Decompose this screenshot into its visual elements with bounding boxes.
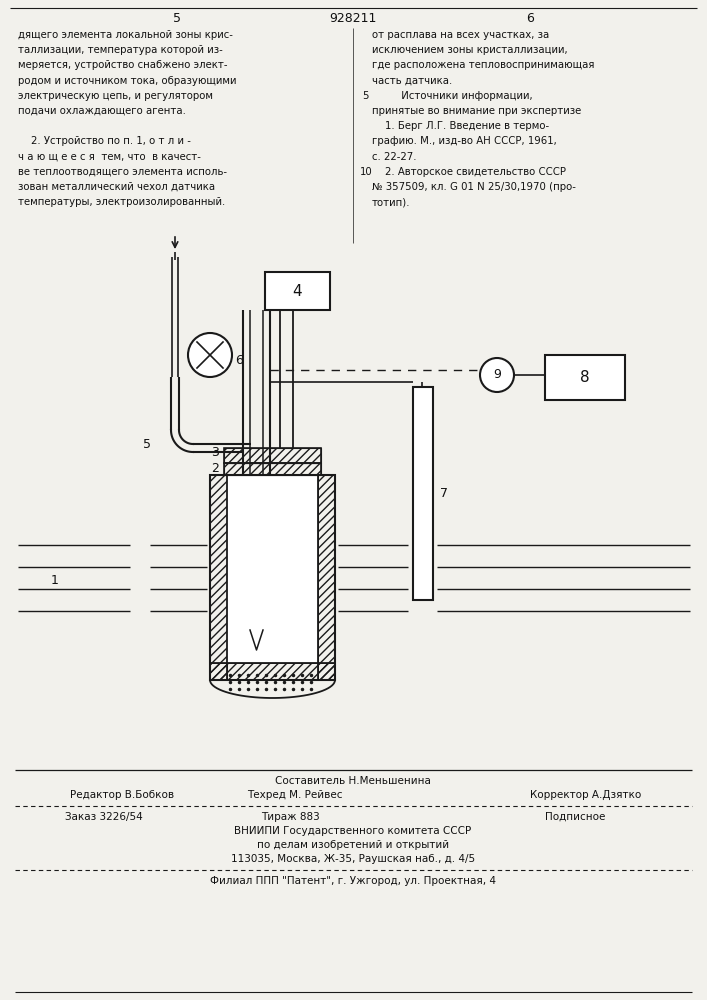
Text: 928211: 928211 [329, 11, 377, 24]
Bar [318, 475, 335, 680]
Text: по делам изобретений и открытий: по делам изобретений и открытий [257, 840, 449, 850]
Bar [224, 463, 321, 475]
Text: электрическую цепь, и регулятором: электрическую цепь, и регулятором [18, 91, 213, 101]
Text: 2. Устройство по п. 1, о т л и -: 2. Устройство по п. 1, о т л и - [18, 136, 191, 146]
Bar [210, 663, 335, 680]
Text: 1: 1 [51, 574, 59, 586]
Text: температуры, электроизолированный.: температуры, электроизолированный. [18, 197, 226, 207]
Text: 5: 5 [173, 11, 181, 24]
Text: родом и источником тока, образующими: родом и источником тока, образующими [18, 76, 237, 86]
Text: Источники информации,: Источники информации, [372, 91, 532, 101]
Text: тотип).: тотип). [372, 197, 411, 207]
Text: 3: 3 [211, 446, 219, 460]
Bar [545, 355, 625, 400]
Text: с. 22-27.: с. 22-27. [372, 152, 416, 162]
Text: подачи охлаждающего агента.: подачи охлаждающего агента. [18, 106, 186, 116]
Text: Составитель Н.Меньшенина: Составитель Н.Меньшенина [275, 776, 431, 786]
Text: 7: 7 [440, 487, 448, 500]
Text: 2. Авторское свидетельство СССР: 2. Авторское свидетельство СССР [372, 167, 566, 177]
Text: Техред М. Рейвес: Техред М. Рейвес [247, 790, 343, 800]
Circle shape [480, 358, 514, 392]
Text: исключением зоны кристаллизации,: исключением зоны кристаллизации, [372, 45, 568, 55]
Text: 113035, Москва, Ж-35, Раушская наб., д. 4/5: 113035, Москва, Ж-35, Раушская наб., д. … [231, 854, 475, 864]
Text: ве теплоотводящего элемента исполь-: ве теплоотводящего элемента исполь- [18, 167, 227, 177]
Circle shape [188, 333, 232, 377]
Text: № 357509, кл. G 01 N 25/30,1970 (про-: № 357509, кл. G 01 N 25/30,1970 (про- [372, 182, 576, 192]
Text: 9: 9 [493, 368, 501, 381]
Text: ч а ю щ е е с я  тем, что  в качест-: ч а ю щ е е с я тем, что в качест- [18, 152, 201, 162]
Text: Подписное: Подписное [545, 812, 605, 822]
Text: 6: 6 [235, 354, 243, 366]
Text: 2: 2 [211, 462, 219, 476]
Text: 4: 4 [293, 284, 303, 298]
Bar [224, 463, 321, 475]
Text: таллизации, температура которой из-: таллизации, температура которой из- [18, 45, 223, 55]
Bar [227, 475, 318, 663]
Text: от расплава на всех участках, за: от расплава на всех участках, за [372, 30, 549, 40]
Text: Корректор А.Дзятко: Корректор А.Дзятко [530, 790, 641, 800]
Bar [224, 448, 321, 463]
Text: зован металлический чехол датчика: зован металлический чехол датчика [18, 182, 215, 192]
Text: Редактор В.Бобков: Редактор В.Бобков [70, 790, 174, 800]
Text: Филиал ППП "Патент", г. Ужгород, ул. Проектная, 4: Филиал ППП "Патент", г. Ужгород, ул. Про… [210, 876, 496, 886]
Text: принятые во внимание при экспертизе: принятые во внимание при экспертизе [372, 106, 581, 116]
Bar [210, 475, 227, 680]
Text: 8: 8 [580, 370, 590, 385]
Text: меряется, устройство снабжено элект-: меряется, устройство снабжено элект- [18, 60, 228, 70]
Text: где расположена тепловоспринимающая: где расположена тепловоспринимающая [372, 60, 595, 70]
Text: часть датчика.: часть датчика. [372, 76, 452, 86]
Bar [413, 387, 433, 600]
Text: графию. М., изд-во АН СССР, 1961,: графию. М., изд-во АН СССР, 1961, [372, 136, 556, 146]
Text: дящего элемента локальной зоны крис-: дящего элемента локальной зоны крис- [18, 30, 233, 40]
Text: Заказ 3226/54: Заказ 3226/54 [65, 812, 143, 822]
Bar [318, 475, 335, 680]
Bar [210, 475, 335, 680]
Text: Тираж 883: Тираж 883 [261, 812, 320, 822]
Text: 5: 5 [362, 91, 368, 101]
Text: ВНИИПИ Государственного комитета СССР: ВНИИПИ Государственного комитета СССР [235, 826, 472, 836]
Text: 5: 5 [143, 438, 151, 452]
Text: 1. Берг Л.Г. Введение в термо-: 1. Берг Л.Г. Введение в термо- [372, 121, 549, 131]
Text: 10: 10 [360, 167, 373, 177]
Bar [265, 272, 330, 310]
Text: 6: 6 [526, 11, 534, 24]
Bar [224, 448, 321, 463]
Bar [210, 663, 335, 680]
Bar [210, 475, 227, 680]
